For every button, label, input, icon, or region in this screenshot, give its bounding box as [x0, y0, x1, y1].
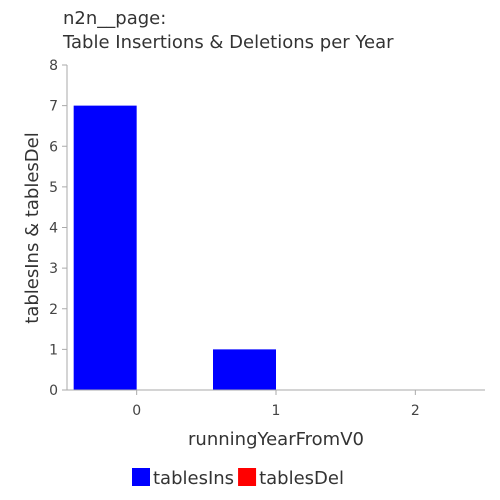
- y-tick-label: 6: [49, 139, 58, 155]
- y-tick-label: 7: [49, 99, 58, 115]
- y-tick-label: 4: [49, 221, 58, 237]
- y-tick-label: 1: [49, 342, 58, 358]
- bar-tablesIns-1: [213, 349, 276, 390]
- chart-title: n2n__page:: [63, 8, 166, 29]
- y-tick-label: 2: [49, 302, 58, 318]
- legend: tablesIns tablesDel: [132, 468, 344, 489]
- plot-area: 0 1 2 3 4 5 6 7 8 0 1 2: [49, 58, 485, 419]
- y-tick-label: 0: [49, 383, 58, 399]
- x-tick-label: 1: [272, 403, 281, 419]
- y-tick-label: 3: [49, 261, 58, 277]
- y-tick-label: 8: [49, 58, 58, 74]
- bar-tablesIns-0: [73, 105, 137, 390]
- y-axis-title: tablesIns & tablesDel: [22, 132, 43, 323]
- x-tick-label: 2: [411, 403, 420, 419]
- legend-label-tablesIns: tablesIns: [153, 468, 234, 489]
- chart-subtitle: Table Insertions & Deletions per Year: [62, 32, 394, 53]
- x-tick-label: 0: [132, 403, 141, 419]
- legend-swatch-tablesDel: [238, 468, 257, 486]
- legend-swatch-tablesIns: [132, 468, 150, 486]
- x-axis-title: runningYearFromV0: [188, 429, 364, 450]
- y-tick-label: 5: [49, 180, 58, 196]
- legend-label-tablesDel: tablesDel: [259, 468, 344, 489]
